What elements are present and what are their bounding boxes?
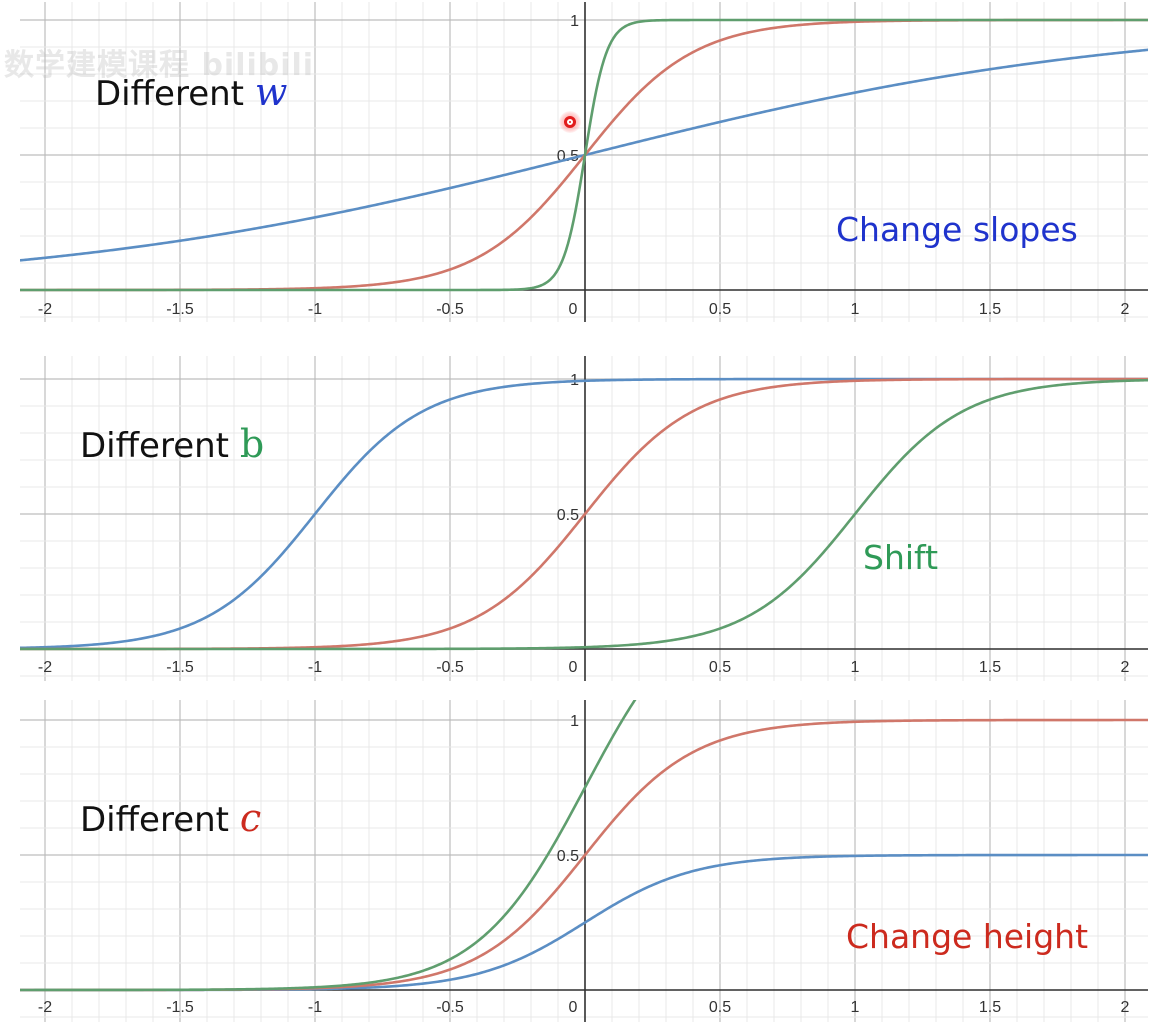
x-tick-label: 1.5 [979,999,1001,1016]
label-var-c: c [239,796,262,840]
curve-series-3 [20,18,1148,292]
panel-different-c: -2 -1.5 -1 -0.5 0 0.5 1 1.5 2 0.5 1 [20,700,1148,1022]
cursor-highlight-icon [559,111,581,133]
label-prefix-c: Different [80,800,240,840]
curve-series-3 [20,378,1148,651]
x-tick-label: -1 [308,659,322,676]
x-tick-label: -0.5 [436,301,464,318]
x-tick-label: 1 [851,301,860,318]
x-tick-label: 1 [851,999,860,1016]
label-prefix-b: Different [80,426,240,466]
annotation-shift: Shift [863,538,939,577]
x-tick-label: -1.5 [166,659,194,676]
watermark: 数学建模课程 bilibili [4,48,315,83]
x-tick-label: 1.5 [979,659,1001,676]
annotation-change-height: Change height [846,917,1089,956]
x-tick-label: 1 [851,659,860,676]
x-tick-label: -2 [38,301,52,318]
x-tick-label: 2 [1121,301,1130,318]
x-tick-label: -1 [308,301,322,318]
x-tick-label: -0.5 [436,659,464,676]
x-tick-label: 0.5 [709,999,731,1016]
x-tick-label: -1 [308,999,322,1016]
x-tick-label: 0 [569,999,578,1016]
curve-series-3 [20,700,637,992]
x-tick-label: -0.5 [436,999,464,1016]
panel-label-w: Different w [95,70,287,114]
panel-different-b: -2 -1.5 -1 -0.5 0 0.5 1 1.5 20.51 [20,356,1148,681]
label-var-b: b [239,422,265,466]
x-tick-label: 0 [569,659,578,676]
x-tick-label: 0.5 [709,659,731,676]
x-tick-label: 0.5 [709,301,731,318]
y-tick-label: 0.5 [557,507,579,524]
annotation-change-slopes: Change slopes [836,210,1078,249]
y-tick-label: 1 [570,13,579,30]
x-tick-label: 2 [1121,659,1130,676]
x-tick-label: -2 [38,659,52,676]
label-prefix-w: Different [95,74,255,114]
panel-label-c: Different c [80,796,261,840]
panel-different-w: -2 -1.5 -1 -0.5 0 0.5 1 1.5 20.51 [20,2,1148,322]
y-tick-label: 1 [570,713,579,730]
panel-label-b: Different b [80,422,264,466]
x-tick-label: -2 [38,999,52,1016]
x-tick-label: -1.5 [166,999,194,1016]
x-tick-label: 1.5 [979,301,1001,318]
label-var-w: w [254,70,288,114]
x-tick-label: -1.5 [166,301,194,318]
x-tick-label: 2 [1121,999,1130,1016]
y-tick-label: 0.5 [557,848,579,865]
x-tick-label: 0 [569,301,578,318]
